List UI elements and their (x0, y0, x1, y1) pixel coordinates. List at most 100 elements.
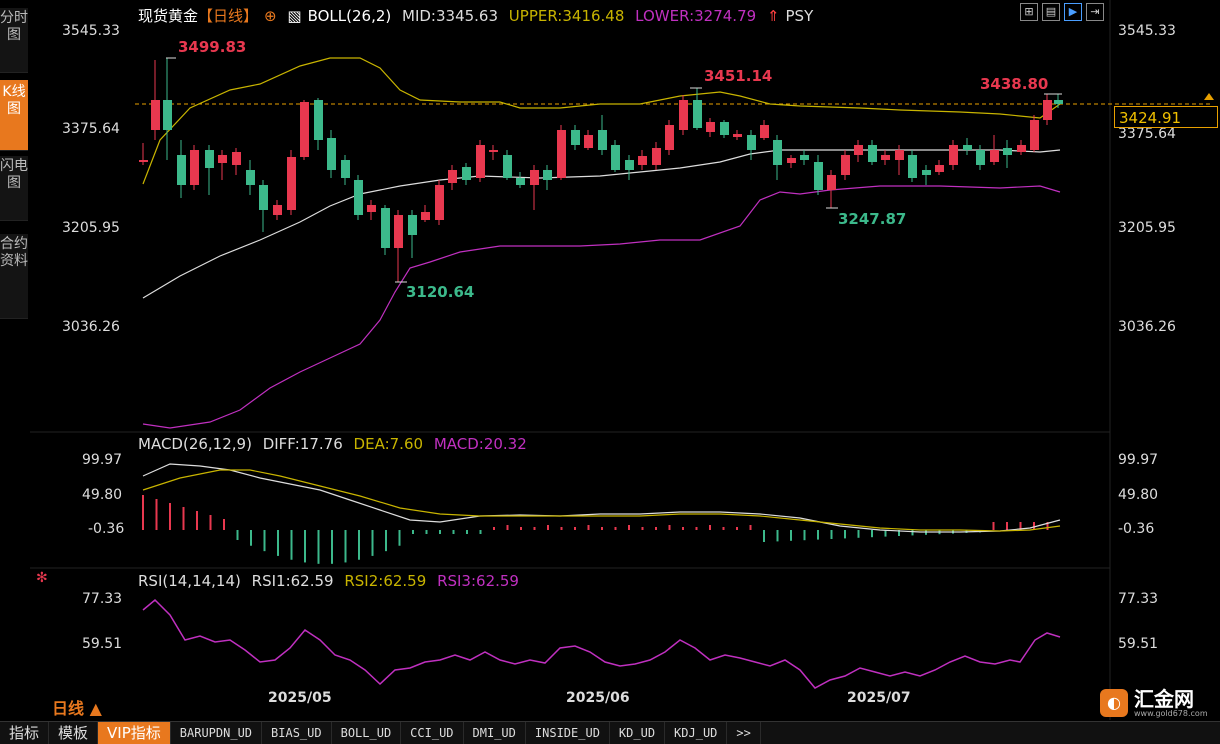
candle-body (462, 167, 471, 180)
sidebar-item-kline[interactable]: K线图 (0, 80, 28, 151)
tab-more[interactable]: >> (727, 722, 761, 744)
play-icon[interactable]: ▶ (1064, 3, 1082, 21)
tab-indicator[interactable]: 指标 (0, 722, 50, 744)
candle-body (367, 205, 376, 212)
arrow-up-icon[interactable]: ⇑ (766, 7, 780, 25)
y-tick-right: 3375.64 (1118, 126, 1176, 142)
price-marker-icon (1204, 93, 1214, 100)
tab-dmi[interactable]: DMI_UD (464, 722, 526, 744)
y-tick: 3375.64 (62, 121, 120, 137)
macd-legend: MACD(26,12,9) DIFF:17.76 DEA:7.60 MACD:2… (138, 435, 533, 453)
tab-cci[interactable]: CCI_UD (401, 722, 464, 744)
candle-body (747, 135, 756, 150)
settings-gear-icon[interactable]: ✻ (36, 570, 48, 586)
y-tick-right: 3205.95 (1118, 220, 1176, 236)
macd-dea: DEA:7.60 (353, 435, 424, 453)
macd-label: MACD(26,12,9) (138, 435, 252, 453)
period-tag[interactable]: 【日线】 (198, 7, 259, 25)
symbol-name: 现货黄金 (138, 7, 199, 25)
tab-barupdn[interactable]: BARUPDN_UD (171, 722, 263, 744)
candle-body (841, 155, 850, 175)
rsi-legend: RSI(14,14,14) RSI1:62.59 RSI2:62.59 RSI3… (138, 572, 525, 590)
high-annotation: 3451.14 (704, 67, 773, 85)
macd-tick: 99.97 (82, 452, 123, 468)
candle-body (976, 150, 985, 165)
candle-body (693, 100, 702, 128)
candle-body (895, 150, 904, 160)
y-tick: 3036.26 (62, 319, 120, 335)
rsi2-value: RSI2:62.59 (344, 572, 427, 590)
candle-body (381, 208, 390, 248)
candle-body (503, 155, 512, 178)
tab-boll[interactable]: BOLL_UD (332, 722, 402, 744)
candle-body (733, 134, 742, 137)
candle-body (259, 185, 268, 210)
candle-body (935, 165, 944, 172)
tab-template[interactable]: 模板 (49, 722, 99, 744)
tab-kd[interactable]: KD_UD (610, 722, 666, 744)
sidebar-item-flash[interactable]: 闪电图 (0, 156, 28, 221)
candle-body (571, 130, 580, 145)
candle-body (1043, 100, 1052, 120)
candle-body (1030, 120, 1039, 150)
x-tick: 2025/06 (566, 690, 630, 706)
y-tick: 3545.33 (62, 23, 120, 39)
low-annotation: 3120.64 (406, 283, 475, 301)
candle-body (530, 170, 539, 185)
candle-body (922, 170, 931, 175)
sidebar-item-contract[interactable]: 合约资料 (0, 234, 28, 319)
chart-icon[interactable]: ▤ (1042, 3, 1060, 21)
candle-body (205, 150, 214, 168)
exit-icon[interactable]: ⇥ (1086, 3, 1104, 21)
grid-icon[interactable]: ⊞ (1020, 3, 1038, 21)
macd-tick: -0.36 (88, 521, 125, 537)
candle-body (625, 160, 634, 170)
rsi-tick-right: 77.33 (1118, 591, 1159, 607)
candle-body (665, 125, 674, 150)
boll-label: BOLL(26,2) (307, 7, 392, 25)
sidebar-item-timeshare[interactable]: 分时图 (0, 8, 28, 73)
candle-body (1054, 100, 1063, 104)
candle-body (679, 100, 688, 130)
candle-body (854, 145, 863, 155)
crosshair-icon[interactable]: ⊕ (264, 7, 277, 25)
tab-inside[interactable]: INSIDE_UD (526, 722, 610, 744)
tab-kdj[interactable]: KDJ_UD (665, 722, 728, 744)
candle-body (584, 135, 593, 148)
boll-lower: LOWER:3274.79 (635, 7, 757, 25)
rsi1-value: RSI1:62.59 (251, 572, 334, 590)
period-button[interactable]: 日线 ▲ (52, 699, 102, 718)
macd-value: MACD:20.32 (433, 435, 527, 453)
boll-upper: UPPER:3416.48 (508, 7, 625, 25)
candle-body (598, 130, 607, 150)
candle-body (190, 150, 199, 185)
candle-body (814, 162, 823, 190)
candle-body (177, 155, 186, 185)
y-tick-right: 3036.26 (1118, 319, 1176, 335)
macd-diff-line (142, 463, 1061, 533)
candle-body (163, 100, 172, 130)
candle-body (827, 175, 836, 190)
rsi3-value: RSI3:62.59 (437, 572, 519, 590)
macd-tick: 49.80 (82, 487, 123, 503)
macd-tick-right: 99.97 (1118, 452, 1159, 468)
rsi-tick-right: 59.51 (1118, 636, 1159, 652)
candle-body (963, 145, 972, 150)
macd-tick-right: 49.80 (1118, 487, 1159, 503)
candle-body (246, 170, 255, 185)
boll-upper-line (142, 57, 1061, 185)
tab-vip-indicator[interactable]: VIP指标 (98, 722, 171, 744)
macd-tick-right: -0.36 (1118, 521, 1155, 537)
current-price-label: 3424.91 (1114, 106, 1218, 128)
logo-icon: ◐ (1100, 689, 1128, 717)
candle-body (273, 205, 282, 215)
y-tick-right: 3545.33 (1118, 23, 1176, 39)
candle-body (218, 155, 227, 163)
candle-body (611, 145, 620, 170)
candle-body (800, 155, 809, 160)
tab-bias[interactable]: BIAS_UD (262, 722, 332, 744)
candle-body (448, 170, 457, 183)
boll-lower-line (142, 185, 1061, 429)
rsi-tick: 77.33 (82, 591, 123, 607)
